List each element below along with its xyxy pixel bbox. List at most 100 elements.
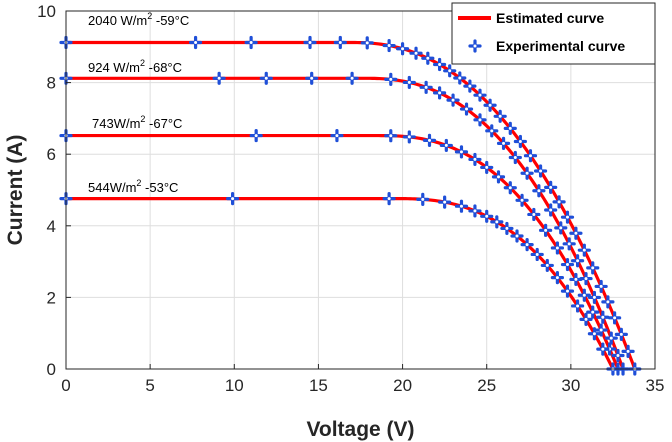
- legend-experimental-marker: [468, 39, 482, 53]
- experimental-point: [586, 261, 600, 275]
- x-tick-label: 25: [477, 376, 496, 395]
- experimental-point: [503, 181, 517, 195]
- experimental-point: [421, 51, 435, 65]
- experimental-point: [586, 305, 600, 319]
- experimental-point: [446, 93, 460, 107]
- experimental-point: [550, 271, 564, 285]
- experimental-point: [485, 124, 499, 138]
- experimental-point: [520, 166, 534, 180]
- experimental-point: [540, 258, 554, 273]
- experimental-point: [438, 195, 452, 209]
- experimental-point: [569, 272, 583, 287]
- experimental-point: [382, 38, 396, 53]
- x-axis-label: Voltage (V): [306, 418, 414, 441]
- experimental-point: [579, 312, 593, 326]
- legend-estimated-label: Estimated curve: [496, 10, 604, 26]
- experimental-point: [305, 71, 319, 85]
- x-tick-label: 10: [225, 376, 244, 395]
- legend: Estimated curve Experimental curve: [451, 2, 656, 65]
- y-tick-label: 0: [47, 360, 56, 379]
- experimental-point: [454, 145, 469, 159]
- experimental-point: [402, 75, 416, 90]
- experimental-point: [432, 57, 447, 72]
- experimental-point: [539, 223, 553, 237]
- experimental-point: [473, 88, 487, 102]
- experimental-point: [587, 290, 602, 305]
- experimental-point: [596, 310, 610, 324]
- experimental-point: [468, 204, 482, 218]
- experimental-point: [212, 71, 226, 85]
- legend-plus-marker: [468, 39, 482, 53]
- x-tick-label: 15: [309, 376, 328, 395]
- experimental-point: [601, 295, 615, 309]
- experimental-point: [402, 130, 416, 144]
- series-label-2: 924 W/m2 -68°C: [88, 58, 182, 75]
- experimental-point: [577, 288, 591, 302]
- y-tick-label: 2: [47, 288, 56, 307]
- experimental-point: [395, 42, 410, 56]
- experimental-point: [532, 184, 546, 198]
- experimental-point: [409, 46, 423, 60]
- experimental-point: [463, 79, 477, 93]
- experimental-point: [560, 257, 575, 272]
- experimental-point: [188, 35, 203, 50]
- experimental-point: [604, 331, 618, 345]
- experimental-point: [510, 229, 524, 243]
- experimental-point: [596, 342, 610, 356]
- experimental-point: [333, 35, 347, 50]
- y-tick-label: 10: [37, 2, 56, 21]
- experimental-point: [560, 284, 575, 298]
- estimated-curve-4: [66, 196, 615, 370]
- experimental-point: [569, 226, 583, 240]
- experimental-point: [533, 164, 548, 178]
- experimental-point: [614, 327, 628, 341]
- experimental-point: [416, 192, 430, 206]
- experimental-point: [384, 129, 398, 143]
- experimental-point: [453, 71, 467, 85]
- experimental-point: [508, 150, 522, 165]
- experimental-point: [249, 128, 263, 143]
- experimental-point: [493, 109, 507, 123]
- experimental-points: [59, 35, 642, 376]
- estimated-curves: [66, 40, 637, 370]
- experimental-point: [259, 71, 273, 85]
- y-tick-label: 4: [47, 217, 56, 236]
- experimental-point: [544, 180, 558, 194]
- experimental-point: [480, 209, 494, 223]
- experimental-point: [496, 136, 511, 150]
- plot-area: [66, 11, 655, 369]
- legend-box: [451, 2, 656, 65]
- experimental-point: [491, 170, 506, 184]
- experimental-point: [621, 344, 635, 358]
- experimental-point: [419, 80, 433, 94]
- x-tick-label: 20: [393, 376, 412, 395]
- experimental-point: [439, 138, 453, 153]
- experimental-point: [608, 311, 622, 325]
- x-tick-label: 30: [561, 376, 580, 395]
- experimental-point: [513, 134, 527, 149]
- legend-experimental-label: Experimental curve: [496, 38, 625, 54]
- experimental-point: [345, 71, 359, 85]
- experimental-point: [520, 238, 534, 252]
- experimental-point: [562, 237, 576, 251]
- experimental-point: [594, 279, 608, 294]
- series-label-1: 2040 W/m2 -59°C: [88, 11, 189, 28]
- y-tick-label: 8: [47, 74, 56, 93]
- experimental-point: [432, 86, 447, 100]
- experimental-point: [577, 243, 591, 257]
- x-tick-label: 0: [61, 376, 70, 395]
- experimental-point: [468, 152, 482, 167]
- axis-ticks: 0 5 10 15 20 25 30 35 0 2 4 6 8 10: [37, 2, 664, 395]
- experimental-point: [570, 254, 585, 268]
- experimental-point: [384, 72, 398, 87]
- experimental-point: [422, 133, 437, 147]
- experimental-point: [454, 199, 469, 213]
- y-tick-label: 6: [47, 145, 56, 164]
- experimental-point: [360, 36, 374, 50]
- series-label-3: 743W/m2 -67°C: [92, 114, 182, 131]
- experimental-point: [570, 299, 585, 313]
- experimental-point: [480, 160, 494, 175]
- series-label-4: 544W/m2 -53°C: [88, 178, 178, 195]
- experimental-point: [244, 35, 258, 50]
